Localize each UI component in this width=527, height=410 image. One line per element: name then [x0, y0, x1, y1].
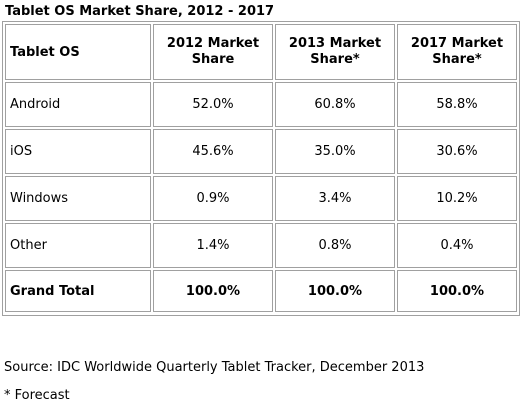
- cell-windows-2017: 10.2%: [397, 176, 517, 221]
- cell-android-2012: 52.0%: [153, 82, 273, 127]
- cell-total-2017: 100.0%: [397, 270, 517, 312]
- row-label-grand-total: Grand Total: [5, 270, 151, 312]
- cell-android-2017: 58.8%: [397, 82, 517, 127]
- cell-other-2013: 0.8%: [275, 223, 395, 268]
- header-2013-share: 2013 Market Share*: [275, 24, 395, 80]
- header-2012-share: 2012 Market Share: [153, 24, 273, 80]
- cell-windows-2012: 0.9%: [153, 176, 273, 221]
- header-tablet-os: Tablet OS: [5, 24, 151, 80]
- cell-ios-2012: 45.6%: [153, 129, 273, 174]
- cell-other-2012: 1.4%: [153, 223, 273, 268]
- cell-other-2017: 0.4%: [397, 223, 517, 268]
- row-label-ios: iOS: [5, 129, 151, 174]
- cell-ios-2017: 30.6%: [397, 129, 517, 174]
- row-label-windows: Windows: [5, 176, 151, 221]
- cell-android-2013: 60.8%: [275, 82, 395, 127]
- cell-total-2013: 100.0%: [275, 270, 395, 312]
- table-title: Tablet OS Market Share, 2012 - 2017: [5, 4, 275, 19]
- source-note: Source: IDC Worldwide Quarterly Tablet T…: [4, 360, 425, 375]
- cell-windows-2013: 3.4%: [275, 176, 395, 221]
- cell-ios-2013: 35.0%: [275, 129, 395, 174]
- forecast-footnote: * Forecast: [4, 388, 70, 403]
- row-label-android: Android: [5, 82, 151, 127]
- header-2017-share: 2017 Market Share*: [397, 24, 517, 80]
- cell-total-2012: 100.0%: [153, 270, 273, 312]
- row-label-other: Other: [5, 223, 151, 268]
- market-share-table: Tablet OS 2012 Market Share 2013 Market …: [2, 21, 520, 316]
